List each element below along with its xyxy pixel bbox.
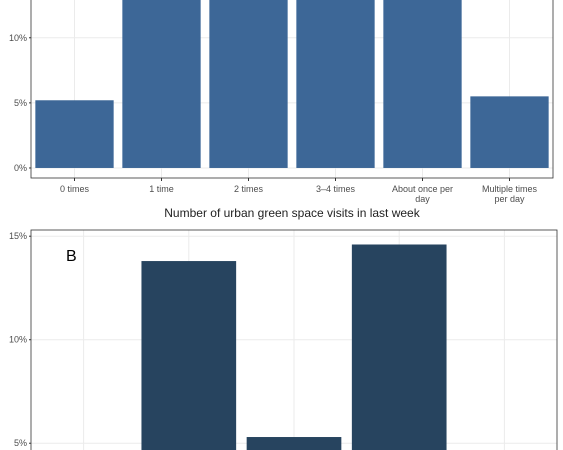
x-tick-label: 0 times [59,184,89,194]
y-tick-label: 5% [14,438,27,448]
x-tick-label: About once per day [391,184,454,204]
x-tick-label: 1 time [149,184,174,194]
bar [122,0,201,168]
bar [296,0,375,168]
bar [246,437,342,450]
y-tick-label: 0% [14,163,27,173]
y-tick-label: 10% [9,33,27,43]
bar [383,0,462,168]
bar [35,100,114,168]
bar [351,244,447,450]
y-tick-label: 15% [9,231,27,241]
bar [141,261,237,450]
x-axis-label: Number of urban green space visits in la… [164,206,420,220]
plot [31,0,553,178]
bar [470,96,549,168]
y-tick-label: 10% [9,335,27,345]
x-tick-label: 2 times [233,184,263,194]
plot-bg [31,0,553,178]
panel-border [30,229,558,450]
panel-border [30,0,554,179]
plot [31,230,557,450]
x-tick-label: 3–4 times [315,184,356,194]
panel-label: B [66,248,77,265]
bar [209,0,288,168]
y-tick-label: 5% [14,98,27,108]
x-tick-label: Multiple times per day [481,184,537,204]
